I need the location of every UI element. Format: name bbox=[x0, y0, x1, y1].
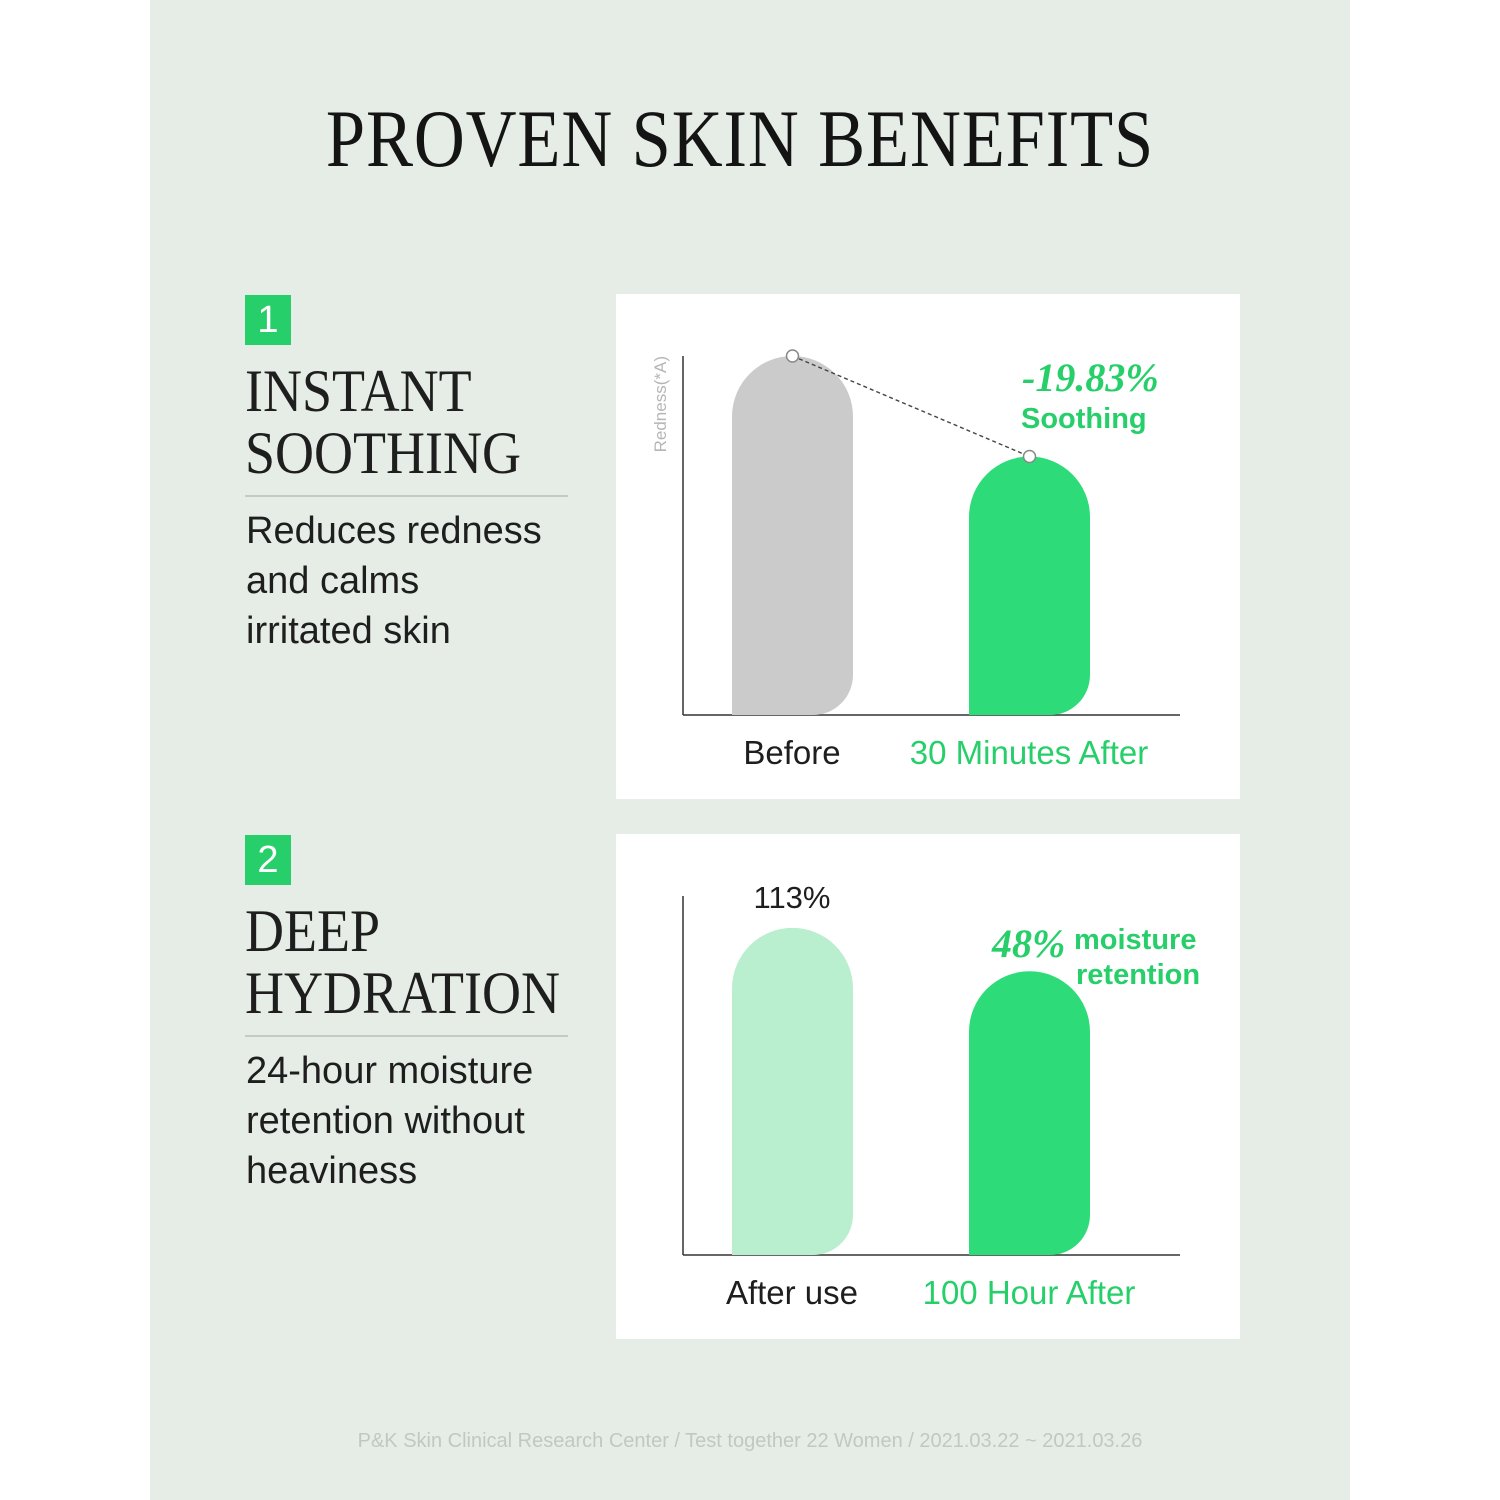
annotation-value: 48% bbox=[991, 921, 1065, 966]
dashed-connector bbox=[792, 355, 1030, 458]
connector-point-before bbox=[785, 349, 800, 363]
bar-30-minutes-after bbox=[969, 456, 1090, 715]
section-2-description-line-2: retention without bbox=[246, 1100, 525, 1142]
section-1-description-line-1: Reduces redness bbox=[246, 510, 542, 552]
section-2-description-line-3: heaviness bbox=[246, 1150, 418, 1192]
bar-100-hour-after bbox=[969, 971, 1090, 1255]
footnote: P&K Skin Clinical Research Center / Test… bbox=[357, 1430, 1143, 1452]
annotation-label: Soothing bbox=[1021, 403, 1147, 435]
chart-2-card: After use 113% 100 Hour After 48% moisture re… bbox=[616, 834, 1240, 1339]
redness-chart: Redness(*A) Before 30 Minutes After -19.83%… bbox=[651, 349, 1180, 771]
chart-1-card: Redness(*A) Before 30 Minutes After -19.83%… bbox=[616, 294, 1240, 799]
y-axis-label: Redness(*A) bbox=[651, 356, 670, 452]
x-tick-label: Before bbox=[743, 734, 840, 771]
bar-after-use bbox=[732, 927, 853, 1255]
section-1-description-line-2: and calms bbox=[246, 560, 420, 602]
section-2-heading-line-2: HYDRATION bbox=[245, 960, 560, 1026]
section-2-number-badge: 2 bbox=[245, 835, 291, 885]
x-tick-label: 100 Hour After bbox=[923, 1274, 1136, 1311]
section-1-heading-line-1: INSTANT bbox=[245, 358, 472, 424]
section-1-heading-line-2: SOOTHING bbox=[245, 420, 521, 486]
section-2-divider bbox=[245, 1035, 568, 1037]
bar-before bbox=[732, 356, 853, 715]
x-tick-label: 30 Minutes After bbox=[910, 734, 1148, 771]
data-label: 113% bbox=[754, 880, 831, 915]
section-2-heading: DEEP HYDRATION bbox=[245, 900, 560, 1024]
section-1-heading: INSTANT SOOTHING bbox=[245, 360, 521, 484]
annotation-label-line-1: moisture bbox=[1074, 924, 1196, 956]
section-1-divider bbox=[245, 495, 568, 497]
page-title: PROVEN SKIN BENEFITS bbox=[325, 93, 1155, 184]
section-2-description: 24-hour moisture retention without heavi… bbox=[246, 1046, 606, 1196]
section-2-description-line-1: 24-hour moisture bbox=[246, 1050, 534, 1092]
section-1-number-badge: 1 bbox=[245, 295, 291, 345]
connector-point-after bbox=[1022, 449, 1037, 464]
x-tick-label: After use bbox=[726, 1274, 858, 1311]
annotation-value: -19.83% bbox=[1022, 355, 1159, 400]
section-2-heading-line-1: DEEP bbox=[245, 898, 380, 964]
section-1-description-line-3: irritated skin bbox=[246, 610, 451, 652]
section-1-description: Reduces redness and calms irritated skin bbox=[246, 506, 606, 656]
moisture-chart: After use 113% 100 Hour After 48% moisturere… bbox=[682, 880, 1200, 1311]
annotation-label-line-2: retention bbox=[1076, 959, 1200, 991]
